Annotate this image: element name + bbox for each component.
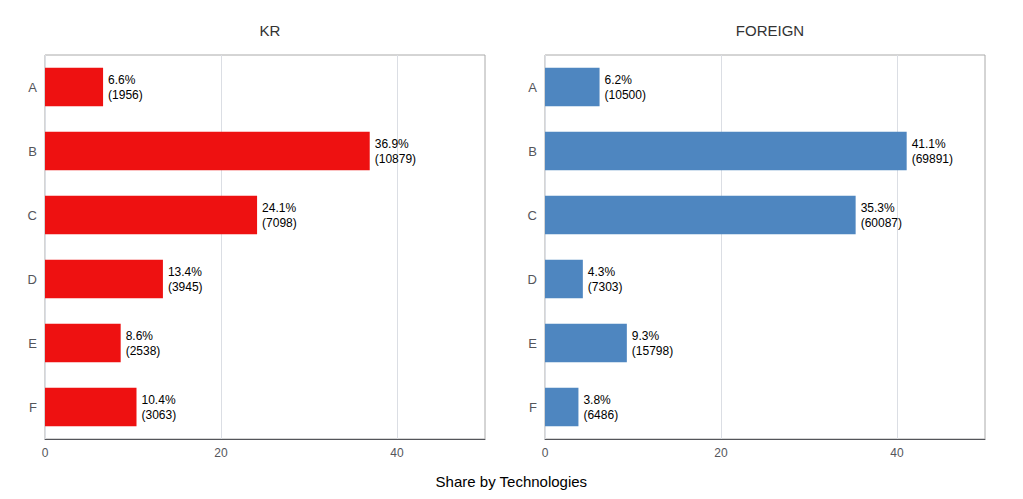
svg-text:41.1%: 41.1% [912, 137, 946, 151]
svg-text:3.8%: 3.8% [583, 393, 611, 407]
svg-text:E: E [528, 336, 537, 351]
svg-text:E: E [28, 336, 37, 351]
svg-text:F: F [29, 400, 37, 415]
svg-text:FOREIGN: FOREIGN [736, 22, 804, 39]
svg-text:(10879): (10879) [375, 152, 416, 166]
svg-text:20: 20 [214, 446, 228, 460]
svg-text:20: 20 [714, 446, 728, 460]
svg-text:6.6%: 6.6% [108, 73, 136, 87]
svg-text:A: A [528, 80, 537, 95]
svg-text:D: D [528, 272, 537, 287]
svg-text:(10500): (10500) [605, 88, 646, 102]
svg-text:9.3%: 9.3% [632, 329, 660, 343]
svg-text:36.9%: 36.9% [375, 137, 409, 151]
svg-text:B: B [528, 144, 537, 159]
svg-text:13.4%: 13.4% [168, 265, 202, 279]
svg-text:B: B [28, 144, 37, 159]
svg-text:(69891): (69891) [912, 152, 953, 166]
svg-text:KR: KR [260, 22, 281, 39]
svg-text:40: 40 [390, 446, 404, 460]
svg-text:A: A [28, 80, 37, 95]
svg-text:(7303): (7303) [588, 280, 623, 294]
svg-text:(7098): (7098) [262, 216, 297, 230]
svg-text:4.3%: 4.3% [588, 265, 616, 279]
svg-text:(15798): (15798) [632, 344, 673, 358]
svg-text:(3063): (3063) [142, 408, 177, 422]
svg-text:40: 40 [890, 446, 904, 460]
svg-text:C: C [28, 208, 37, 223]
svg-text:0: 0 [542, 446, 549, 460]
svg-text:6.2%: 6.2% [605, 73, 633, 87]
svg-text:D: D [28, 272, 37, 287]
svg-text:(60087): (60087) [861, 216, 902, 230]
svg-text:Share by Technologies: Share by Technologies [436, 473, 588, 490]
svg-text:10.4%: 10.4% [142, 393, 176, 407]
svg-text:(6486): (6486) [583, 408, 618, 422]
svg-text:F: F [529, 400, 537, 415]
svg-text:C: C [528, 208, 537, 223]
svg-text:35.3%: 35.3% [861, 201, 895, 215]
svg-text:0: 0 [42, 446, 49, 460]
svg-text:24.1%: 24.1% [262, 201, 296, 215]
svg-text:(2538): (2538) [126, 344, 161, 358]
svg-text:(3945): (3945) [168, 280, 203, 294]
svg-text:8.6%: 8.6% [126, 329, 154, 343]
svg-text:(1956): (1956) [108, 88, 143, 102]
